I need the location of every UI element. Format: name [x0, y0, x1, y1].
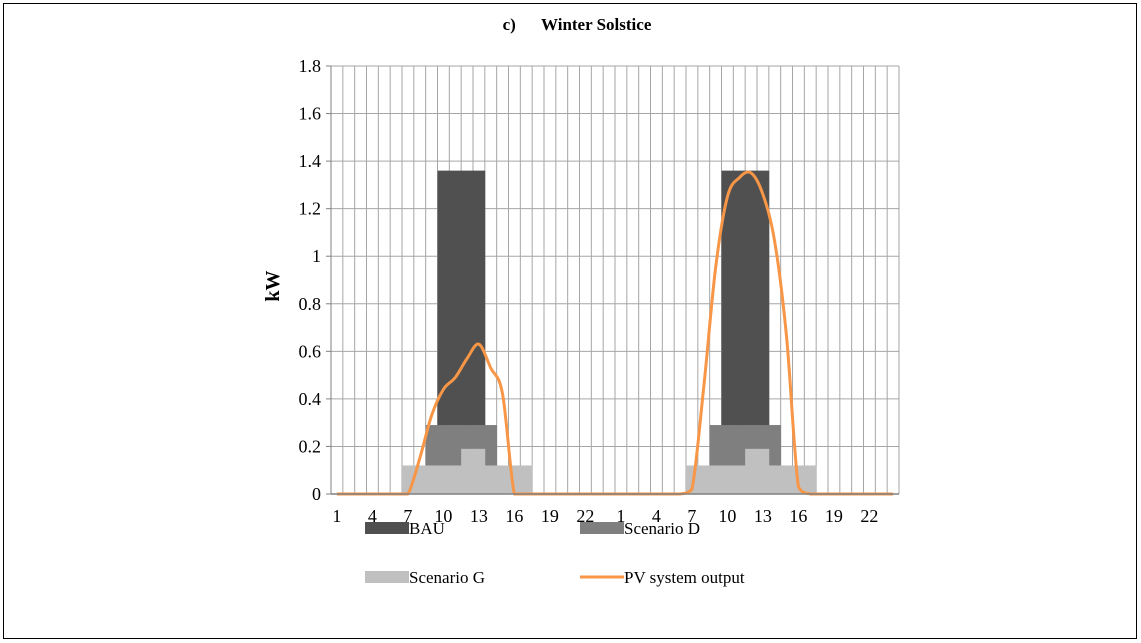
- bar-bau: [437, 170, 450, 494]
- legend-label-scenario-d: Scenario D: [624, 519, 700, 538]
- bar-bau: [733, 170, 746, 494]
- y-axis-label: kW: [262, 270, 284, 301]
- y-tick-label: 1.4: [299, 151, 322, 171]
- x-tick-label: 16: [789, 506, 807, 526]
- y-tick-label: 0.6: [299, 341, 322, 361]
- bar-bau: [721, 170, 734, 494]
- bar-scenario-g: [757, 448, 770, 494]
- y-tick-label: 0.4: [299, 389, 322, 409]
- x-tick-label: 1: [616, 506, 625, 526]
- x-tick-label: 10: [434, 506, 452, 526]
- bar-scenario-g: [484, 465, 498, 494]
- bar-bau: [449, 170, 462, 494]
- bar-bau: [745, 170, 758, 494]
- chart-svg: c) Winter Solstice 0 0.2 0.4 0.6 0.8 1 1.2 1.4 1…: [262, 15, 900, 587]
- chart-title: c) Winter Solstice: [503, 15, 652, 34]
- bar-bau: [757, 170, 770, 494]
- x-tick-label: 13: [754, 506, 772, 526]
- bar-scenario-g: [697, 465, 711, 494]
- x-tick-label: 19: [541, 506, 559, 526]
- x-tick-label: 10: [718, 506, 736, 526]
- bar-scenario-g: [425, 465, 438, 494]
- bar-scenario-g: [520, 465, 533, 494]
- legend: BAU Scenario D Scenario G PV system output: [365, 519, 745, 587]
- legend-label-bau: BAU: [409, 519, 445, 538]
- bar-scenario-g: [461, 448, 474, 494]
- x-tick-label: 7: [403, 506, 412, 526]
- y-tick-label: 0.8: [299, 294, 322, 314]
- bar-scenario-g: [437, 465, 450, 494]
- bar-scenario-g: [473, 448, 486, 494]
- bar-scenario-g: [768, 465, 782, 494]
- y-tick-label: 0: [312, 484, 321, 504]
- bar-scenario-g: [496, 465, 509, 494]
- legend-label-scenario-g: Scenario G: [409, 568, 485, 587]
- bar-scenario-g: [733, 465, 746, 494]
- x-tick-label: 4: [652, 506, 661, 526]
- bar-scenario-g: [449, 465, 462, 494]
- x-tick-label: 22: [576, 506, 594, 526]
- x-tick-label: 19: [825, 506, 843, 526]
- bar-scenario-g: [721, 465, 734, 494]
- x-tick-label: 22: [860, 506, 878, 526]
- bar-scenario-g: [780, 465, 793, 494]
- y-tick-label: 1.8: [299, 56, 322, 76]
- x-tick-label: 1: [332, 506, 341, 526]
- legend-swatch-bau: [365, 522, 409, 534]
- y-tick-label: 1: [312, 246, 321, 266]
- y-tick-label: 1.2: [299, 199, 322, 219]
- y-tick-label: 0.2: [299, 436, 322, 456]
- bar-scenario-g: [804, 465, 817, 494]
- bar-scenario-g: [709, 465, 722, 494]
- bar-bau: [461, 170, 474, 494]
- legend-swatch-scenario-d: [580, 522, 624, 534]
- chart-frame: c) Winter Solstice 0 0.2 0.4 0.6 0.8 1 1.2 1.4 1…: [3, 3, 1137, 639]
- legend-swatch-scenario-g: [365, 571, 409, 583]
- bar-bau: [473, 170, 486, 494]
- legend-label-pv-system-output: PV system output: [624, 568, 745, 587]
- x-tick-label: 7: [687, 506, 696, 526]
- bar-scenario-g: [745, 448, 758, 494]
- x-tick-label: 4: [368, 506, 377, 526]
- x-tick-label: 16: [505, 506, 523, 526]
- axes-layer: 0 0.2 0.4 0.6 0.8 1 1.2 1.4 1.6 1.8 1 4 7 10 13 16 19 22 1…: [299, 56, 899, 526]
- bars-layer: [402, 170, 817, 494]
- y-tick-label: 1.6: [299, 104, 322, 124]
- x-tick-label: 13: [470, 506, 488, 526]
- grid-lines: [330, 65, 900, 495]
